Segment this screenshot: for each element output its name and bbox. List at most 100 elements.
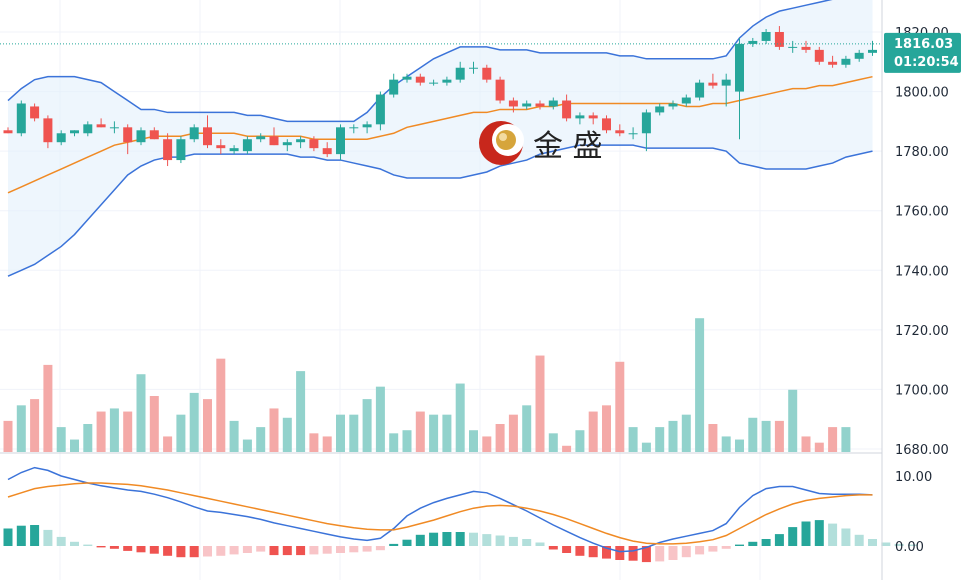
macd-histogram-bar	[296, 546, 306, 556]
volume-bar	[641, 442, 651, 452]
macd-histogram-bar	[562, 546, 572, 553]
macd-histogram-bar	[269, 546, 279, 556]
macd-histogram-bar	[136, 546, 146, 553]
candle-body	[868, 49, 877, 53]
candle-body	[56, 133, 66, 143]
volume-bar	[242, 439, 252, 452]
candle-body	[216, 145, 226, 149]
candle-body	[375, 94, 385, 125]
candle-body	[402, 76, 412, 80]
macd-histogram-bar	[203, 546, 212, 557]
bollinger-upper-line	[7, 0, 833, 123]
candle-body	[3, 130, 13, 134]
macd-histogram-bar	[788, 527, 798, 546]
volume-bar	[442, 414, 452, 452]
candle-body	[16, 103, 26, 134]
macd-histogram-bar	[229, 546, 239, 555]
price-axis-tick: 1800.00	[895, 86, 949, 101]
candle-body	[429, 82, 439, 84]
macd-axis[interactable]: 10.00 0.00	[895, 470, 932, 555]
candle-body	[788, 46, 798, 48]
volume-bar	[495, 424, 505, 452]
candle-body	[389, 79, 399, 95]
candle-body	[828, 61, 838, 65]
price-axis-tick: 1740.00	[895, 264, 949, 279]
macd-histogram-bar	[30, 525, 40, 546]
volume-bar	[788, 389, 798, 452]
candle-body	[189, 127, 199, 140]
volume-bar	[668, 420, 678, 452]
candle-body	[655, 106, 665, 113]
candle-body	[522, 103, 532, 107]
macd-histogram-bar	[828, 523, 838, 546]
volume-bar	[548, 433, 558, 452]
candle-body	[30, 106, 40, 119]
price-axis-tick: 1760.00	[895, 205, 949, 220]
macd-histogram-bar	[894, 543, 904, 546]
candle-body	[562, 100, 572, 119]
macd-histogram-bar	[309, 546, 319, 555]
volume-bar	[828, 427, 838, 452]
macd-histogram-bar	[375, 546, 385, 551]
candle-body	[814, 49, 824, 62]
volume-bar	[16, 405, 26, 452]
volume-bar	[429, 414, 439, 452]
price-axis-tick: 1780.00	[895, 145, 949, 160]
candle-body	[442, 79, 452, 83]
volume-bar	[455, 383, 465, 452]
macd-histogram-bar	[242, 546, 252, 553]
macd-histogram-bar	[109, 546, 119, 549]
volume-bar	[508, 414, 518, 452]
volume-bar	[615, 361, 625, 452]
candle-body	[695, 82, 705, 98]
macd-histogram-bar	[615, 546, 625, 560]
macd-histogram-bar	[189, 546, 199, 558]
candle-body	[296, 139, 306, 143]
candle-body	[748, 40, 758, 44]
volume-bar	[628, 427, 638, 452]
macd-histogram-bar	[322, 546, 332, 554]
macd-slow-line	[7, 482, 873, 545]
macd-histogram-bar	[907, 544, 917, 546]
macd-histogram-bar	[641, 546, 651, 563]
candle-body	[588, 115, 598, 119]
volume-bar	[163, 436, 173, 452]
volume-bar	[469, 430, 478, 452]
price-tag-countdown: 01:20:54	[894, 55, 959, 70]
macd-histogram-bar	[535, 542, 545, 546]
macd-histogram-bar	[814, 520, 824, 546]
candle-body	[136, 130, 146, 143]
volume-bar	[109, 408, 119, 452]
macd-histogram-bar	[681, 546, 691, 558]
volume-bar	[748, 417, 758, 452]
candle-body	[641, 112, 651, 134]
candle-body	[668, 103, 678, 107]
candle-body	[176, 139, 186, 161]
macd-histogram-bar	[841, 528, 851, 546]
macd-histogram-bar	[482, 534, 492, 546]
volume-bar	[30, 399, 40, 452]
candle-body	[761, 32, 771, 41]
volume-bar	[336, 414, 345, 452]
macd-histogram-bar	[668, 546, 678, 560]
candle-body	[735, 43, 744, 92]
candle-body	[70, 130, 79, 134]
candlesticks	[3, 26, 877, 167]
macd-histogram-bar	[602, 546, 611, 559]
volume-bar	[269, 408, 279, 452]
macd-histogram-bar	[70, 541, 79, 546]
macd-histogram-bar	[163, 546, 173, 556]
macd-histogram-bar	[761, 539, 771, 546]
candle-body	[415, 76, 425, 83]
volume-bar	[735, 439, 744, 452]
volume-bar	[375, 386, 385, 452]
macd-histogram-bar	[16, 525, 26, 546]
macd-histogram-bar	[3, 528, 13, 546]
volume-bar	[203, 399, 212, 452]
candle-body	[282, 142, 292, 146]
price-axis-tick: 1700.00	[895, 383, 949, 398]
macd-histogram-bar	[774, 534, 784, 546]
macd-histogram-bar	[575, 546, 585, 556]
volume-bar	[149, 396, 159, 452]
